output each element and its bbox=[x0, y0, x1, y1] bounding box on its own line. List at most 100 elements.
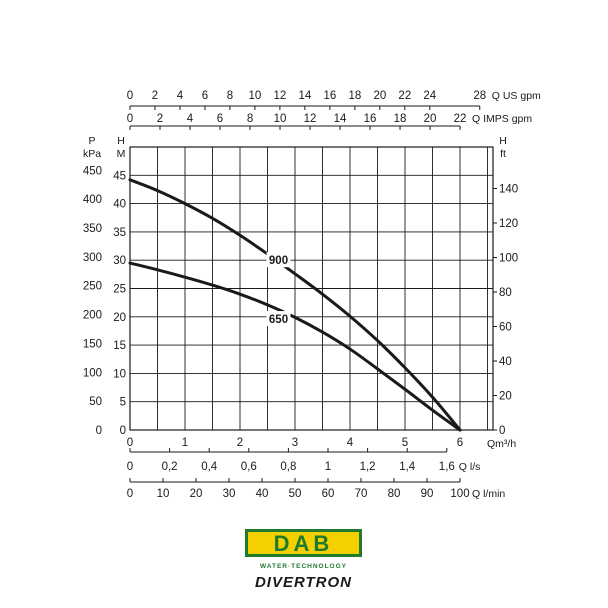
kpa-tick-label: 250 bbox=[83, 281, 102, 293]
secondary-tick-label: 4 bbox=[187, 113, 194, 125]
secondary-tick-label: 14 bbox=[298, 90, 311, 102]
secondary-tick-label: 8 bbox=[227, 90, 233, 102]
secondary-tick-label: 18 bbox=[348, 90, 361, 102]
secondary-tick-label: 8 bbox=[247, 113, 253, 125]
y-tick-label: 15 bbox=[113, 340, 126, 352]
x-tick-label: 1 bbox=[182, 437, 188, 449]
secondary-tick-label: 80 bbox=[388, 488, 401, 500]
ft-tick-label: 40 bbox=[499, 356, 512, 368]
secondary-tick-label: 100 bbox=[450, 488, 469, 500]
y-tick-label: 30 bbox=[113, 255, 126, 267]
secondary-tick-label: 1,4 bbox=[399, 461, 416, 473]
secondary-tick-label: 0,8 bbox=[280, 461, 296, 473]
secondary-tick-label: 6 bbox=[202, 90, 208, 102]
secondary-tick-label: 10 bbox=[274, 113, 287, 125]
chart-labels: 900 650 bbox=[266, 252, 291, 327]
secondary-tick-label: 16 bbox=[364, 113, 377, 125]
y-tick-label: 10 bbox=[113, 368, 126, 380]
y-tick-label: 45 bbox=[113, 170, 126, 182]
ft-axis-label-top: H bbox=[499, 135, 507, 147]
curve-label-900: 900 bbox=[269, 255, 288, 267]
logo-background bbox=[248, 532, 359, 554]
kpa-tick-label: 200 bbox=[83, 310, 102, 322]
secondary-tick-label: 14 bbox=[334, 113, 347, 125]
secondary-tick-label: 1 bbox=[325, 461, 331, 473]
ft-tick-label: 140 bbox=[499, 183, 518, 195]
secondary-tick-label: 22 bbox=[454, 113, 467, 125]
secondary-axis-label: Q US gpm bbox=[492, 90, 541, 102]
secondary-axis-label: Q l/s bbox=[459, 461, 481, 473]
y-tick-label: 25 bbox=[113, 284, 126, 296]
logo-text: DAB bbox=[274, 531, 334, 556]
secondary-tick-label: 0 bbox=[127, 461, 133, 473]
secondary-tick-label: 0 bbox=[127, 488, 133, 500]
y-tick-label: 0 bbox=[120, 425, 126, 437]
y-axis-label-top: H bbox=[117, 135, 125, 147]
secondary-tick-label: 10 bbox=[157, 488, 170, 500]
product-name: DIVERTRON bbox=[255, 574, 352, 591]
kpa-tick-label: 350 bbox=[83, 223, 102, 235]
chart-axes: 0 1 2 3 4 5 6 Qm³/h0 2 4 6 8 10 12 14 16 18 20 22 24 28 Q US … bbox=[83, 90, 541, 500]
ft-tick-label: 60 bbox=[499, 321, 512, 333]
secondary-tick-label: 2 bbox=[152, 90, 158, 102]
x-tick-label: 0 bbox=[127, 437, 133, 449]
curve-label-background bbox=[266, 252, 291, 268]
kpa-tick-label: 0 bbox=[96, 425, 102, 437]
x-tick-label: 6 bbox=[457, 437, 463, 449]
ft-tick-label: 20 bbox=[499, 390, 512, 402]
x-tick-label: 4 bbox=[347, 437, 354, 449]
kpa-tick-label: 400 bbox=[83, 194, 102, 206]
ft-tick-label: 80 bbox=[499, 287, 512, 299]
y-axis-label-unit: M bbox=[117, 148, 126, 160]
kpa-axis-label-unit: kPa bbox=[83, 148, 101, 160]
y-tick-label: 5 bbox=[120, 397, 126, 409]
secondary-tick-label: 4 bbox=[177, 90, 184, 102]
kpa-tick-label: 100 bbox=[83, 367, 102, 379]
secondary-axis-label: Q IMPS gpm bbox=[472, 113, 532, 125]
secondary-tick-label: 1,2 bbox=[360, 461, 376, 473]
ft-tick-label: 120 bbox=[499, 218, 518, 230]
chart-grid bbox=[129, 146, 494, 431]
secondary-tick-label: 0 bbox=[127, 90, 133, 102]
secondary-tick-label: 50 bbox=[289, 488, 302, 500]
secondary-tick-label: 18 bbox=[394, 113, 407, 125]
secondary-tick-label: 30 bbox=[223, 488, 236, 500]
dab-logo: DAB WATER·TECHNOLOGY DIVERTRON bbox=[245, 529, 362, 591]
x-axis-label: Qm³/h bbox=[487, 438, 516, 450]
curve-650 bbox=[128, 261, 462, 432]
secondary-tick-label: 70 bbox=[355, 488, 368, 500]
secondary-tick-label: 0,6 bbox=[241, 461, 257, 473]
ft-axis-label-unit: ft bbox=[500, 148, 506, 160]
secondary-tick-label: 12 bbox=[274, 90, 287, 102]
kpa-tick-label: 150 bbox=[83, 338, 102, 350]
kpa-tick-label: 300 bbox=[83, 252, 102, 264]
secondary-tick-label: 2 bbox=[157, 113, 163, 125]
secondary-tick-label: 6 bbox=[217, 113, 223, 125]
x-tick-label: 2 bbox=[237, 437, 243, 449]
secondary-tick-label: 20 bbox=[373, 90, 386, 102]
secondary-tick-label: 16 bbox=[323, 90, 336, 102]
secondary-tick-label: 0,4 bbox=[201, 461, 218, 473]
secondary-tick-label: 1,6 bbox=[439, 461, 455, 473]
curve-900 bbox=[128, 178, 462, 432]
secondary-tick-label: 60 bbox=[322, 488, 335, 500]
secondary-axis-label: Q l/min bbox=[472, 488, 505, 500]
secondary-tick-label: 28 bbox=[473, 90, 486, 102]
secondary-tick-label: 40 bbox=[256, 488, 269, 500]
secondary-tick-label: 10 bbox=[249, 90, 262, 102]
logo-tagline: WATER·TECHNOLOGY bbox=[260, 563, 347, 570]
secondary-tick-label: 0 bbox=[127, 113, 133, 125]
ft-tick-label: 100 bbox=[499, 252, 518, 264]
secondary-tick-label: 12 bbox=[304, 113, 317, 125]
y-tick-label: 40 bbox=[113, 199, 126, 211]
secondary-tick-label: 90 bbox=[421, 488, 434, 500]
secondary-tick-label: 20 bbox=[424, 113, 437, 125]
x-tick-label: 5 bbox=[402, 437, 408, 449]
kpa-axis-label-top: P bbox=[88, 135, 95, 147]
secondary-tick-label: 24 bbox=[423, 90, 436, 102]
x-tick-label: 3 bbox=[292, 437, 298, 449]
chart-series bbox=[128, 178, 462, 432]
secondary-tick-label: 22 bbox=[398, 90, 411, 102]
y-tick-label: 20 bbox=[113, 312, 126, 324]
